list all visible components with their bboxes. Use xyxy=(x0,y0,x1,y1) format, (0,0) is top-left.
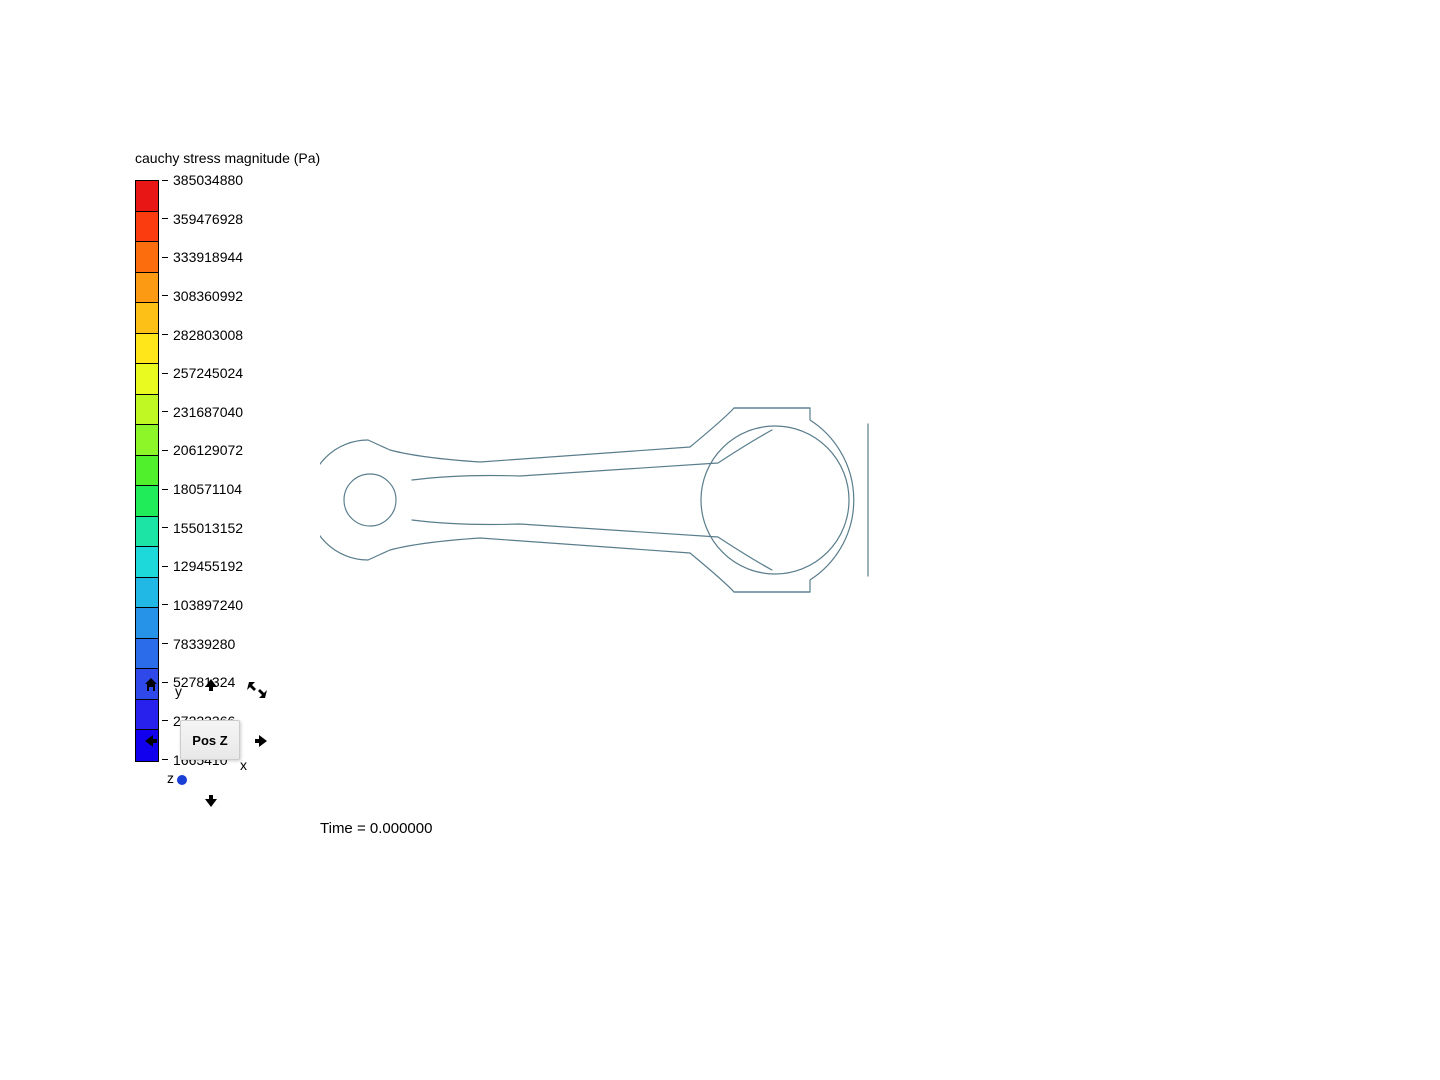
colorbar-tick: 308360992 xyxy=(162,288,243,304)
colorbar-swatch xyxy=(136,334,158,365)
colorbar-swatch xyxy=(136,608,158,639)
colorbar-tick: 359476928 xyxy=(162,211,243,227)
axis-x-label: x xyxy=(240,757,247,773)
colorbar-swatch xyxy=(136,425,158,456)
colorbar-tick: 385034880 xyxy=(162,172,243,188)
colorbar-tick: 333918944 xyxy=(162,249,243,265)
colorbar-tick: 155013152 xyxy=(162,520,243,536)
arrow-down-icon[interactable] xyxy=(203,793,219,812)
colorbar-tick: 180571104 xyxy=(162,481,242,497)
arrow-diag-icon[interactable] xyxy=(247,680,267,703)
home-icon[interactable] xyxy=(143,677,159,696)
conrod-geometry[interactable] xyxy=(320,380,900,620)
colorbar-tick: 129455192 xyxy=(162,558,243,574)
colorbar-swatch xyxy=(136,578,158,609)
colorbar-swatch xyxy=(136,639,158,670)
plot-title: cauchy stress magnitude (Pa) xyxy=(135,150,320,166)
arrow-left-icon[interactable] xyxy=(143,733,159,752)
colorbar-tick: 257245024 xyxy=(162,365,243,381)
colorbar-swatch xyxy=(136,364,158,395)
colorbar-tick: 282803008 xyxy=(162,327,243,343)
viewcube-face[interactable]: Pos Z xyxy=(180,720,240,760)
colorbar-swatch xyxy=(136,517,158,548)
viewcube[interactable]: y Pos Z x z xyxy=(135,675,275,815)
colorbar-tick: 231687040 xyxy=(162,404,243,420)
colorbar-swatch xyxy=(136,395,158,426)
colorbar-tick: 206129072 xyxy=(162,442,243,458)
origin-dot-icon xyxy=(177,775,187,785)
arrow-up-icon[interactable] xyxy=(203,677,219,696)
colorbar-swatch xyxy=(136,456,158,487)
colorbar-swatch xyxy=(136,273,158,304)
axis-z-label: z xyxy=(167,770,174,786)
colorbar-tick: 78339280 xyxy=(162,636,235,652)
time-label: Time = 0.000000 xyxy=(320,820,432,837)
colorbar-swatch xyxy=(136,547,158,578)
colorbar-tick: 103897240 xyxy=(162,597,243,613)
colorbar-swatch xyxy=(136,212,158,243)
arrow-right-icon[interactable] xyxy=(253,733,269,752)
colorbar-swatch xyxy=(136,303,158,334)
axis-y-label: y xyxy=(175,683,182,699)
colorbar-swatch xyxy=(136,486,158,517)
colorbar-swatch xyxy=(136,242,158,273)
colorbar-swatch xyxy=(136,181,158,212)
